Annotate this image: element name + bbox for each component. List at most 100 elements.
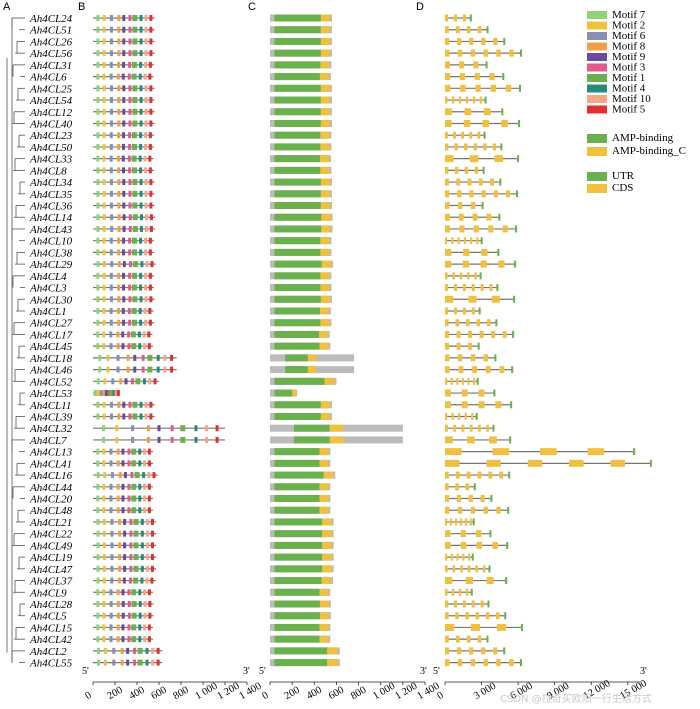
cds-exon [492, 541, 498, 549]
motif-box [137, 331, 141, 338]
motif-box [133, 554, 139, 561]
amp-binding-c-domain [320, 14, 331, 22]
tick-label: 200 [283, 685, 302, 702]
cds-exon [445, 541, 451, 549]
cds-exon [470, 354, 476, 362]
utr-segment [497, 248, 500, 256]
motif-box [96, 589, 100, 596]
motif-box [138, 155, 142, 162]
gene-label: Ah4CL16 [29, 470, 73, 482]
amp-binding-c-domain [321, 577, 332, 585]
motif-box [138, 507, 142, 514]
cds-exon [489, 436, 497, 444]
motif-box [132, 179, 138, 186]
cds-exon [483, 143, 487, 151]
motif-box [127, 495, 131, 502]
gene-label: Ah4CL5 [29, 611, 67, 623]
legend-label: UTR [612, 170, 635, 182]
motif-box [109, 97, 113, 104]
amp-binding-c-domain [307, 354, 317, 362]
motif-box [131, 460, 137, 467]
five-prime-label: 5' [82, 666, 89, 677]
motif-box [138, 624, 142, 631]
utr-segment [508, 471, 511, 479]
motif-box [102, 155, 106, 162]
motif-box [109, 495, 113, 502]
motif-box [122, 413, 126, 420]
motif-box [102, 612, 106, 619]
amp-binding-c-domain [320, 84, 331, 92]
motif-box [109, 636, 113, 643]
cds-exon [455, 483, 459, 491]
amp-binding-c-domain [319, 330, 328, 338]
motif-box [131, 483, 137, 490]
motif-box [112, 659, 116, 666]
amp-binding-c-domain [319, 612, 330, 620]
motif-box [142, 378, 146, 385]
amp-binding-domain [274, 295, 321, 303]
motif-box [144, 85, 148, 92]
motif-box [127, 483, 131, 490]
cds-exon [488, 225, 494, 233]
amp-binding-c-domain [320, 272, 330, 280]
motif-box [96, 554, 100, 561]
cds-exon [451, 412, 454, 420]
cds-exon [458, 588, 462, 596]
motif-box [132, 413, 138, 420]
motif-box [139, 249, 143, 256]
motif-box [102, 296, 106, 303]
motif-box [99, 390, 103, 397]
tick-label: 3 000 [472, 681, 498, 702]
motif-box [205, 425, 209, 432]
legend-swatch [587, 172, 607, 181]
cds-exon [455, 635, 460, 643]
five-prime-label: 5' [259, 666, 266, 677]
motif-box [128, 249, 132, 256]
motif-box [144, 132, 148, 139]
amp-binding-domain [274, 483, 320, 491]
motif-box [102, 343, 106, 350]
motif-box [128, 179, 132, 186]
motif-box [102, 284, 106, 291]
cds-exon [451, 96, 455, 104]
legend-label: Motif 5 [612, 104, 646, 116]
cds-exon [505, 190, 511, 198]
motif-box [117, 296, 121, 303]
cds-exon [456, 342, 461, 350]
amp-binding-domain [274, 84, 321, 92]
legend-swatch [587, 134, 607, 143]
motif-box [97, 659, 101, 666]
cds-exon [489, 73, 495, 81]
cds-exon [445, 565, 448, 573]
utr-segment [499, 178, 502, 186]
amp-binding-c-domain [319, 307, 330, 315]
motif-box [147, 624, 151, 631]
cds-exon [461, 389, 468, 397]
motif-box [102, 483, 106, 490]
motif-box [138, 343, 142, 350]
cds-exon [473, 61, 479, 69]
motif-box [145, 530, 149, 537]
amp-binding-c-domain [320, 412, 331, 420]
cds-exon [587, 448, 605, 456]
amp-binding-domain [274, 342, 320, 350]
cds-exon [456, 178, 461, 186]
amp-binding-c-domain [319, 73, 330, 81]
motif-box [144, 202, 148, 209]
motif-box [144, 26, 148, 33]
gene-label: Ah4CL31 [29, 60, 72, 72]
motif-box [148, 143, 152, 150]
amp-binding-domain [274, 319, 321, 327]
cds-exon [466, 26, 471, 34]
amp-binding-c-domain [322, 565, 332, 573]
motif-box [117, 225, 121, 232]
motif-box [132, 214, 138, 221]
utr-segment [488, 565, 491, 573]
motif-box [109, 167, 113, 174]
motif-box [102, 249, 106, 256]
cds-exon [463, 237, 467, 245]
motif-box [96, 179, 100, 186]
motif-box [117, 249, 121, 256]
cds-exon [472, 96, 476, 104]
